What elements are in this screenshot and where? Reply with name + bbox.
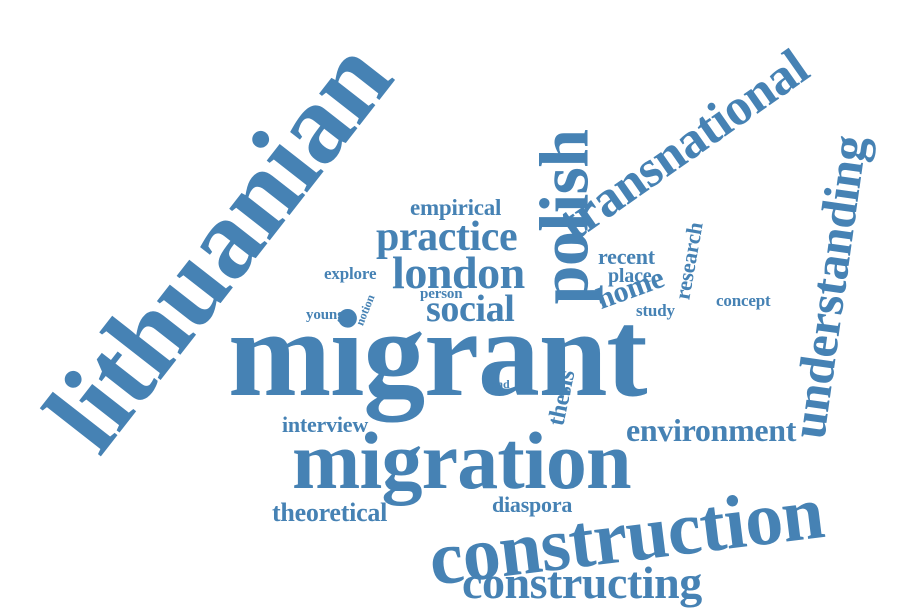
word-person: person bbox=[420, 286, 463, 302]
word-study: study bbox=[636, 301, 675, 320]
word-hand: hand bbox=[484, 377, 510, 391]
word-explore: explore bbox=[324, 264, 377, 283]
word-young: young bbox=[306, 307, 345, 323]
word-interview: interview bbox=[282, 412, 368, 437]
word-migration: migration bbox=[292, 415, 632, 506]
word-migrant: migrant bbox=[228, 285, 648, 422]
word-recent: recent bbox=[598, 244, 655, 269]
word-diaspora: diaspora bbox=[492, 492, 573, 517]
word-social: social bbox=[426, 288, 515, 330]
word-empirical: empirical bbox=[410, 195, 502, 220]
word-theoretical: theoretical bbox=[272, 498, 388, 527]
word-concept: concept bbox=[716, 291, 771, 310]
word-environment: environment bbox=[626, 412, 797, 448]
word-research: research bbox=[669, 220, 708, 302]
word-london: london bbox=[392, 247, 525, 298]
word-place: place bbox=[608, 265, 652, 287]
word-practice: practice bbox=[376, 214, 518, 260]
word-constructing: constructing bbox=[462, 557, 702, 608]
word-understanding: understanding bbox=[779, 132, 878, 442]
